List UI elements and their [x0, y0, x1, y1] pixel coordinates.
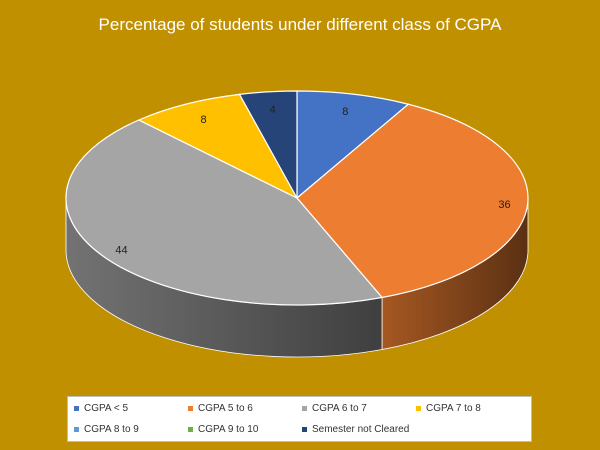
data-label-cgpa-5-to-6: 36 [498, 199, 510, 211]
legend-swatch [74, 406, 79, 411]
pie-tops [65, 90, 529, 306]
legend-item-cgpa-5: CGPA < 5 [74, 403, 128, 414]
pie-slice-semester-not-cleared [238, 90, 298, 201]
legend-item-cgpa-5-to-6: CGPA 5 to 6 [188, 403, 253, 414]
pie-slice-cgpa-5-to-6 [296, 103, 529, 299]
pie-slice-cgpa-7-to-8 [137, 93, 299, 200]
legend-label: CGPA < 5 [84, 403, 129, 414]
legend-swatch [188, 406, 193, 411]
legend-label: CGPA 8 to 9 [84, 424, 139, 435]
legend-item-semester-not-cleared: Semester not Cleared [302, 424, 409, 435]
legend-swatch [416, 406, 421, 411]
legend-label: CGPA 6 to 7 [312, 403, 367, 414]
data-label-cgpa-7-to-8: 8 [200, 114, 206, 126]
data-label-semester-not-cleared: 4 [270, 104, 276, 116]
legend-label: CGPA 7 to 8 [426, 403, 481, 414]
data-label-cgpa-5: 8 [342, 106, 348, 118]
legend-label: CGPA 9 to 10 [198, 424, 259, 435]
legend-item-cgpa-8-to-9: CGPA 8 to 9 [74, 424, 139, 435]
legend-label: Semester not Cleared [312, 424, 410, 435]
pie-slice-cgpa-6-to-7 [65, 119, 384, 306]
legend-item-cgpa-6-to-7: CGPA 6 to 7 [302, 403, 367, 414]
legend-swatch [302, 406, 307, 411]
chart-title: Percentage of students under different c… [99, 15, 503, 34]
legend-swatch [302, 427, 307, 432]
data-label-cgpa-6-to-7: 44 [115, 245, 127, 257]
legend-swatch [188, 427, 193, 432]
pie-slice-cgpa-5 [296, 90, 410, 200]
legend-item-cgpa-7-to-8: CGPA 7 to 8 [416, 403, 481, 414]
pie-labels: 8 36 44 8 4 [115, 104, 510, 257]
chart-legend: CGPA < 5 CGPA 5 to 6 CGPA 6 to 7 CGPA 7 to … [67, 396, 532, 442]
legend-swatch [74, 427, 79, 432]
legend-item-cgpa-9-to-10: CGPA 9 to 10 [188, 424, 258, 435]
legend-label: CGPA 5 to 6 [198, 403, 253, 414]
